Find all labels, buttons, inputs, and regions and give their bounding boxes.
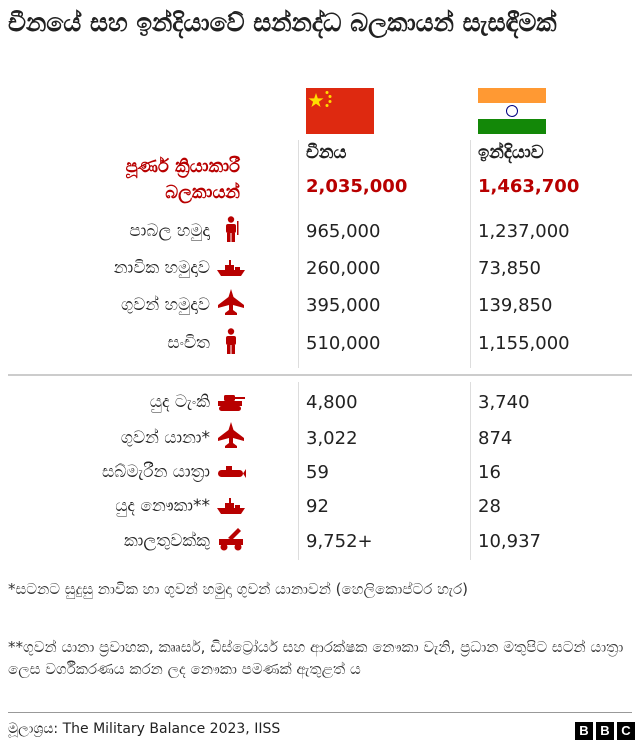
aircraft-value-china: 3,022 [306,428,358,449]
warships-value-india: 28 [478,496,501,517]
column-header-china: චීනය [306,142,347,163]
jet-icon [218,289,244,315]
aircraft-value-india: 874 [478,428,513,449]
row-label-reserves: සංචිත [167,333,210,353]
artillery-value-india: 10,937 [478,531,541,552]
row-label-aircraft: ගුවන් යානා* [120,428,210,448]
tank-icon [218,395,245,411]
total-value-china: 2,035,000 [306,176,408,197]
airforce-value-india: 139,850 [478,295,553,316]
footnote-warships: **ගුවන් යානා ප්‍රවාහක, කෲසර්, ඩිස්ට්‍රෝය… [8,638,624,678]
source-text: මූලාශ්‍රය: The Military Balance 2023, II… [8,721,281,737]
navy-value-india: 73,850 [478,258,541,279]
reserves-value-india: 1,155,000 [478,333,570,354]
army-value-india: 1,237,000 [478,221,570,242]
row-label-army: පාබල හමුදා [129,221,210,241]
section-divider [8,374,632,376]
row-label-tanks: යුද ටැංකි [149,392,210,412]
row-label-warships: යුද නෞකා** [115,496,210,516]
reserves-value-china: 510,000 [306,333,381,354]
submarines-value-india: 16 [478,462,501,483]
column-header-india: ඉන්දියාව [478,142,544,163]
jet-icon [218,422,244,448]
chart-title: චීනයේ සහ ඉන්දියාවේ සන්නද්ධ බලකායන් සැසඳී… [8,8,557,37]
army-value-china: 965,000 [306,221,381,242]
ship-icon [217,260,245,276]
tanks-value-india: 3,740 [478,392,530,413]
india-flag-icon [478,88,546,134]
artillery-icon [219,528,243,551]
china-flag-icon [306,88,374,134]
airforce-value-china: 395,000 [306,295,381,316]
submarine-icon [218,466,246,478]
submarines-value-china: 59 [306,462,329,483]
row-label-artillery: කාලතුවක්කු [123,531,210,551]
footnote-aircraft: *සටනට සුදුසු නාවික හා ගුවන් හමුදා ගුවන් … [8,580,468,598]
soldier-icon [226,216,239,242]
total-label: පූර්ණ ක්‍රියාකාරී බලකායන් [125,156,240,203]
total-value-india: 1,463,700 [478,176,580,197]
artillery-value-china: 9,752+ [306,531,373,552]
tanks-value-china: 4,800 [306,392,358,413]
ship-icon [217,498,245,514]
row-label-submarines: සබ්මැරීන යාත්‍රා [101,462,210,482]
row-label-airforce: ගුවන් හමුදාව [121,295,210,315]
navy-value-china: 260,000 [306,258,381,279]
row-label-navy: නාවික හමුදාව [113,258,210,278]
soldier-icon [226,328,236,354]
warships-value-china: 92 [306,496,329,517]
footer-divider [8,712,632,713]
